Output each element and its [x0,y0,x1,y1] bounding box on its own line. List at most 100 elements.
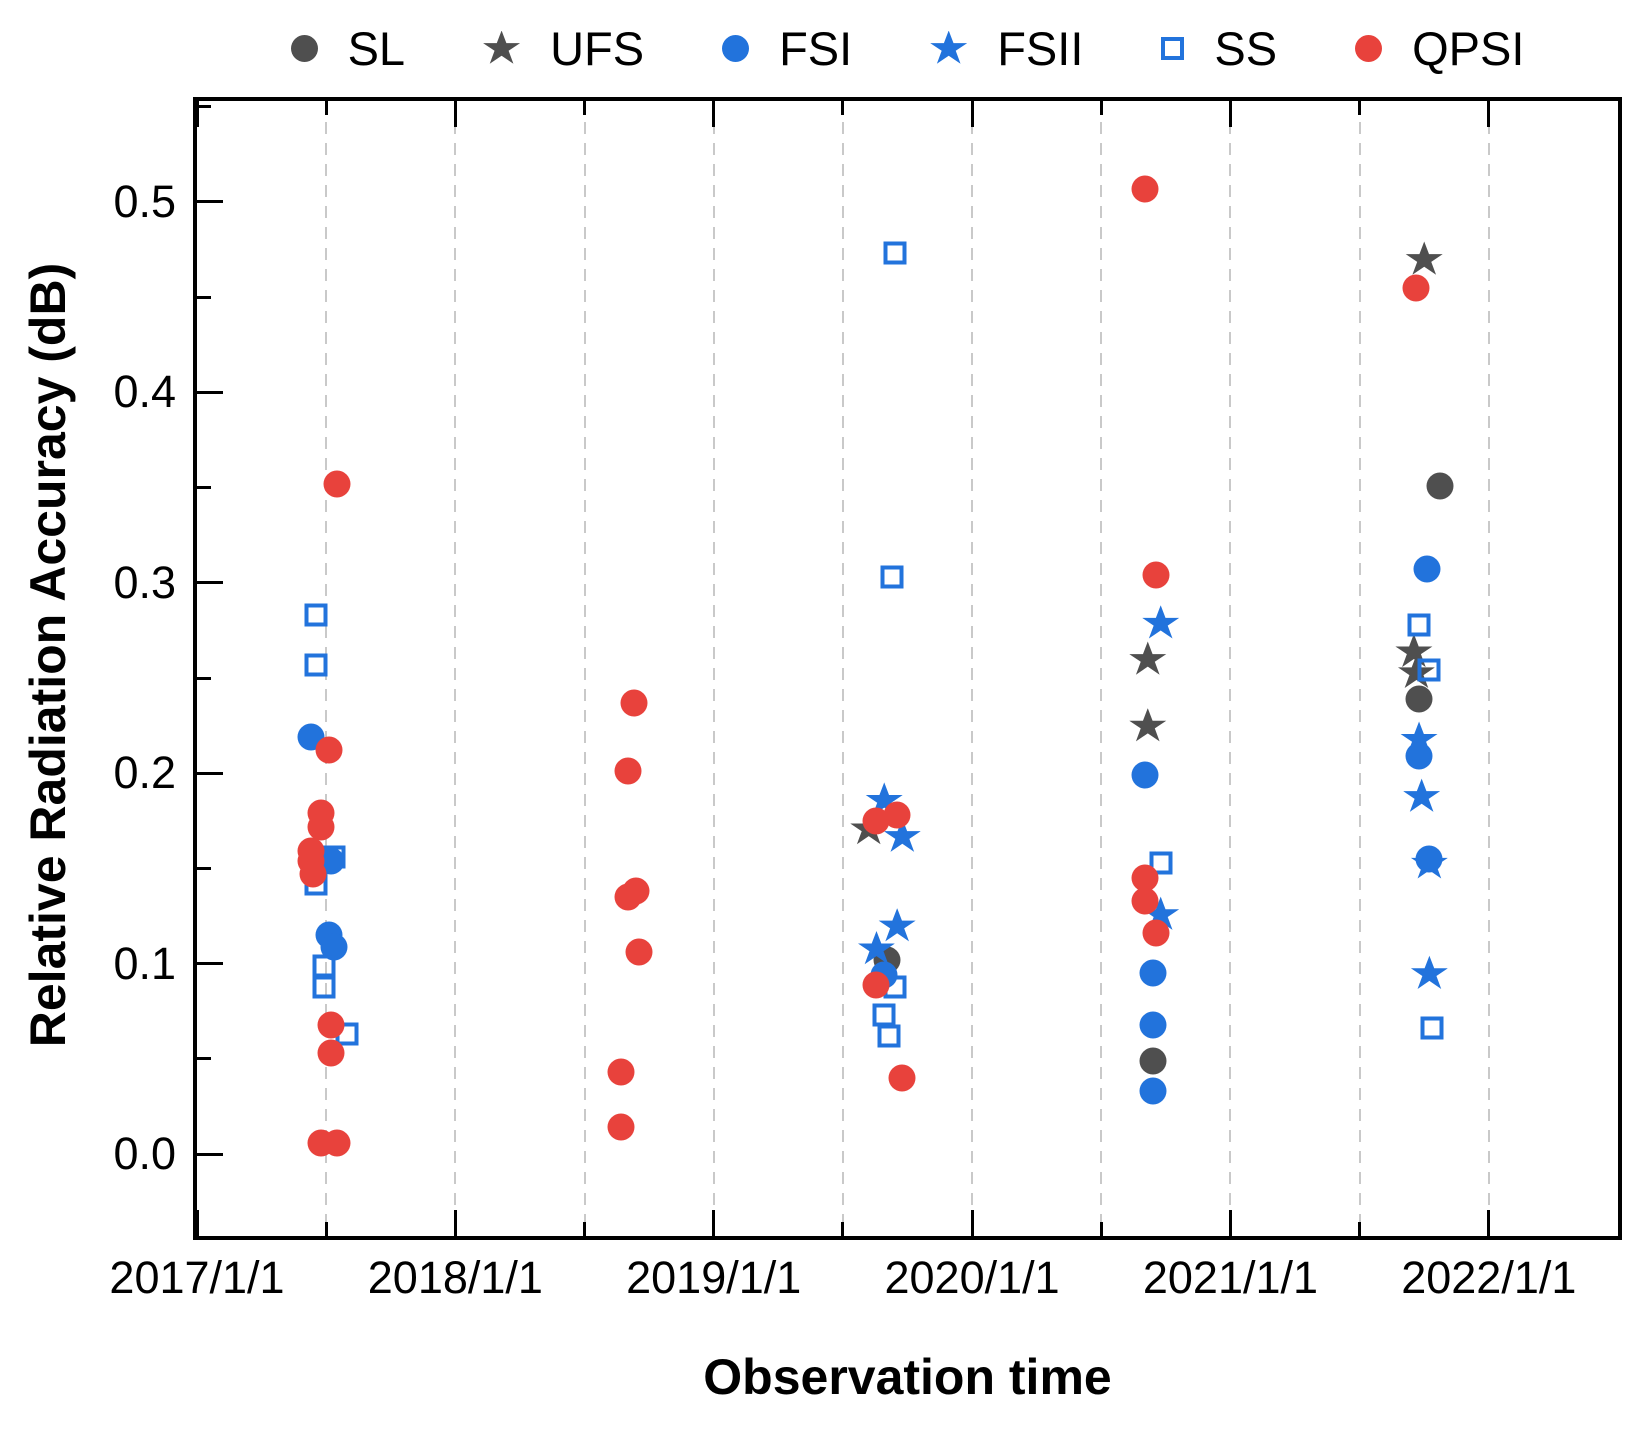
point-fsii [878,908,916,942]
gridline-vertical [1100,101,1103,1236]
x-major-tick [453,1210,457,1236]
x-major-tick [195,1210,199,1236]
x-tick-label: 2020/1/1 [884,1252,1060,1303]
gridline-vertical [841,101,844,1236]
point-qpsi [614,883,642,911]
point-fsii [1410,955,1448,989]
point-qpsi [307,813,335,841]
x-minor-tick [1358,101,1362,115]
legend-item-fsi: FSI [722,25,852,72]
gridline-vertical [712,101,715,1236]
x-major-tick [453,101,457,127]
legend-item-qpsi: QPSI [1355,25,1524,72]
x-minor-tick [841,1222,845,1236]
y-axis-title: Relative Radiation Accuracy (dB) [20,262,76,1048]
plot-inner [195,101,1618,1236]
point-qpsi [607,1058,635,1086]
legend-item-sl: SL [290,21,406,75]
legend-label: UFS [550,21,645,75]
legend-item-ufs: UFS [483,25,644,72]
point-fsii [1403,778,1441,812]
point-ss [1149,851,1173,875]
legend-label: FSII [997,21,1084,75]
point-fsi [1139,1011,1167,1039]
point-qpsi [614,757,642,785]
y-tick-label: 0.3 [113,556,176,608]
gridline-vertical [454,101,457,1236]
x-tick-label: 2018/1/1 [367,1252,543,1303]
point-qpsi [299,860,327,888]
y-minor-tick [197,866,211,870]
x-minor-tick [324,1222,328,1236]
point-qpsi [315,736,343,764]
x-major-tick [970,1210,974,1236]
x-major-tick [195,101,199,127]
star-marker-icon [930,30,968,64]
gridline-vertical [1487,101,1490,1236]
point-ss [1420,1016,1444,1040]
point-fsi [1139,1077,1167,1105]
point-fsii [1142,605,1180,639]
point-qpsi [1402,274,1430,302]
x-major-tick [712,1210,716,1236]
point-qpsi [607,1113,635,1141]
point-ss [877,1024,901,1048]
y-major-tick [197,200,223,204]
x-minor-tick [841,101,845,115]
legend-label: QPSI [1412,21,1525,75]
point-ss [304,653,328,677]
circle-marker-icon [290,34,318,62]
point-ss [312,975,336,999]
x-minor-tick [1099,101,1103,115]
point-qpsi [317,1039,345,1067]
point-qpsi [1142,919,1170,947]
point-qpsi [317,1011,345,1039]
point-qpsi [625,938,653,966]
point-qpsi [1131,175,1159,203]
point-qpsi [323,1129,351,1157]
legend-item-fsii: FSII [930,25,1083,72]
point-qpsi [323,470,351,498]
legend-label: SS [1214,21,1278,75]
x-minor-tick [324,101,328,115]
x-minor-tick [1358,1222,1362,1236]
y-major-tick [197,390,223,394]
y-tick-label: 0.0 [113,1128,176,1180]
y-tick-label: 0.2 [113,747,176,799]
point-ss [883,241,907,265]
circle-marker-icon [722,34,750,62]
point-fsi [1131,761,1159,789]
y-tick-label: 0.1 [113,937,176,989]
plot-area [193,97,1622,1240]
point-ss [322,845,346,869]
x-minor-tick [583,1222,587,1236]
point-fsi [1413,555,1441,583]
x-major-tick [712,101,716,127]
circle-marker-icon [1355,34,1383,62]
gridline-vertical [1358,101,1361,1236]
x-major-tick [970,101,974,127]
point-ss [880,565,904,589]
point-fsi [1139,959,1167,987]
x-axis-title: Observation time [703,1349,1112,1405]
x-tick-label: 2019/1/1 [626,1252,802,1303]
x-major-tick [1487,101,1491,127]
square-marker-icon [1161,36,1185,60]
x-minor-tick [1099,1222,1103,1236]
y-minor-tick [197,105,211,109]
y-major-tick [197,771,223,775]
point-sl [1426,472,1454,500]
point-ufs [1129,641,1167,675]
x-tick-label: 2017/1/1 [109,1252,285,1303]
y-minor-tick [197,295,211,299]
point-ss [1417,658,1441,682]
x-tick-label: 2022/1/1 [1401,1252,1577,1303]
point-qpsi [862,807,890,835]
legend-label: SL [347,21,406,75]
y-minor-tick [197,1057,211,1061]
point-qpsi [1131,864,1159,892]
point-sl [1139,1047,1167,1075]
x-major-tick [1228,101,1232,127]
point-ss [872,1003,896,1027]
